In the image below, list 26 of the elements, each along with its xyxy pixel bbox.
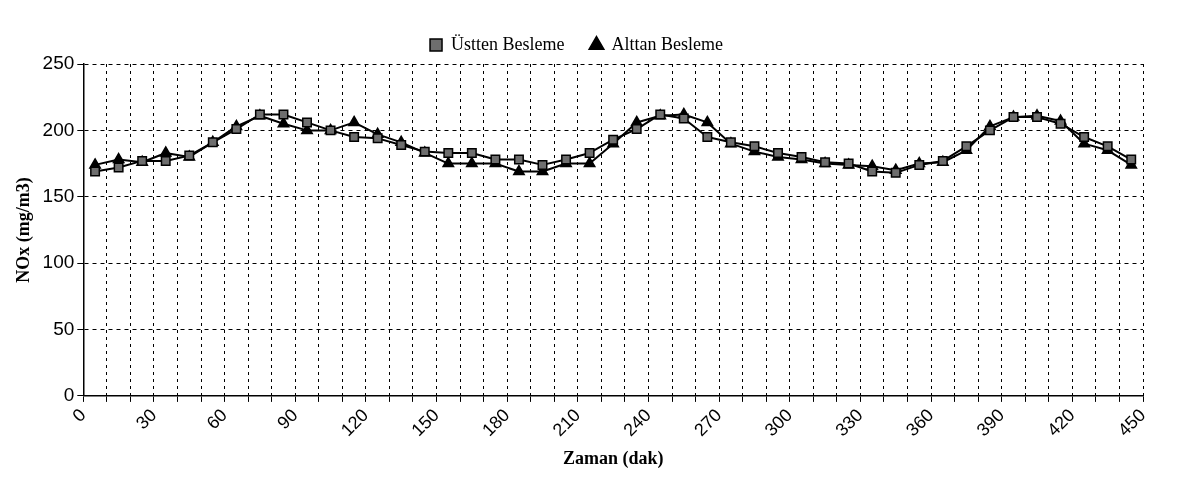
legend-label: Alttan Besleme: [611, 33, 723, 54]
y-tick-label: 200: [42, 118, 75, 140]
legend-label: Üstten Besleme: [451, 33, 565, 54]
x-tick-label: 360: [902, 404, 938, 441]
x-tick-label: 390: [972, 404, 1009, 441]
x-tick-label: 90: [273, 404, 302, 434]
y-tick-label: 0: [63, 384, 75, 406]
x-tick-label: 30: [131, 404, 161, 434]
x-tick-label: 180: [478, 404, 514, 441]
x-tick-label: 300: [760, 404, 797, 441]
x-tick-label: 60: [202, 404, 231, 434]
x-tick-label: 450: [1113, 404, 1150, 441]
y-axis-title: NOx (mg/m3): [13, 177, 35, 283]
x-tick-label: 330: [831, 404, 867, 441]
y-tick-label: 150: [42, 184, 75, 206]
x-axis-title: Zaman (dak): [562, 447, 664, 469]
y-tick-label: 250: [42, 52, 75, 74]
y-tick-label: 50: [53, 317, 75, 339]
y-tick-label: 100: [42, 251, 75, 273]
x-tick-label: 270: [690, 404, 726, 441]
x-tick-label: 150: [407, 404, 443, 441]
x-tick-label: 210: [548, 404, 585, 441]
x-tick-label: 420: [1043, 404, 1079, 441]
x-tick-label: 0: [68, 404, 90, 426]
x-tick-label: 240: [619, 404, 655, 441]
x-tick-label: 120: [336, 404, 373, 441]
